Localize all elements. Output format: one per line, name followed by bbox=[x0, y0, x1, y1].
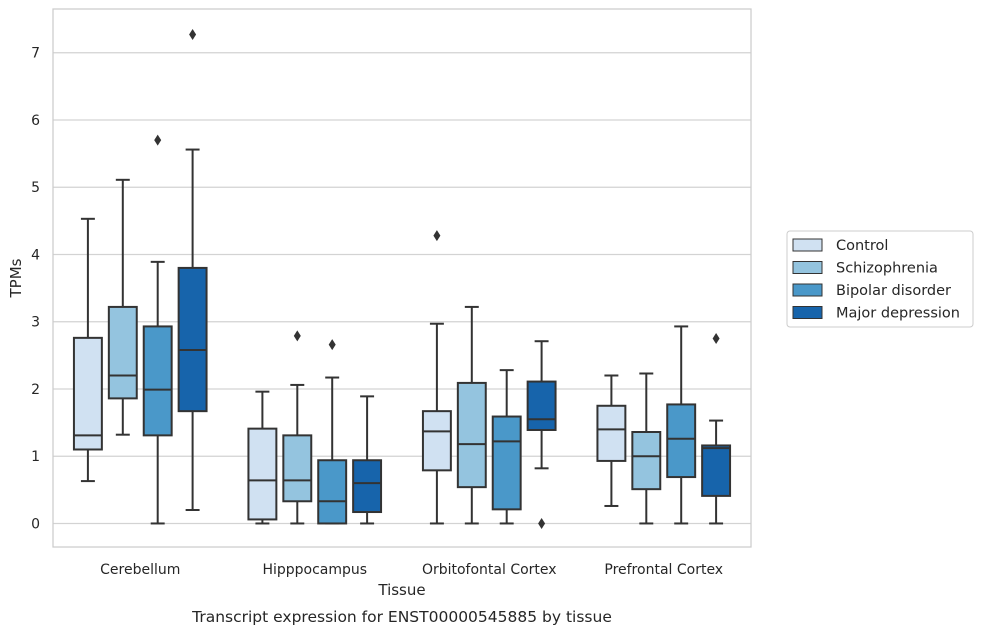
y-tick-label: 7 bbox=[31, 46, 40, 62]
legend: Control Schizophrenia Bipolar disorder Majo… bbox=[786, 230, 974, 328]
box-body bbox=[701, 444, 732, 497]
y-tick-label: 2 bbox=[31, 382, 40, 398]
box bbox=[107, 178, 138, 436]
box-body bbox=[596, 404, 627, 462]
box bbox=[142, 134, 173, 525]
box bbox=[247, 390, 278, 525]
outlier-point bbox=[293, 330, 301, 342]
box-body bbox=[491, 415, 522, 511]
box bbox=[317, 339, 348, 525]
outlier-point bbox=[154, 134, 162, 146]
chart-caption: Transcript expression for ENST0000054588… bbox=[191, 608, 612, 626]
plot-frame bbox=[52, 8, 752, 548]
legend-swatch bbox=[792, 306, 823, 319]
box bbox=[491, 369, 522, 525]
box bbox=[352, 395, 383, 525]
box-series bbox=[72, 29, 732, 529]
box bbox=[596, 374, 627, 507]
legend-swatch bbox=[792, 261, 823, 274]
box bbox=[456, 305, 487, 525]
x-tick-labels: Cerebellum Hipppocampus Orbitofontal Corte… bbox=[100, 562, 723, 578]
box-body bbox=[666, 403, 697, 479]
box-body bbox=[421, 410, 452, 472]
box-body bbox=[107, 305, 138, 400]
box-body bbox=[352, 459, 383, 514]
box bbox=[631, 372, 662, 525]
legend-label: Major depression bbox=[836, 306, 960, 322]
box-body bbox=[631, 431, 662, 491]
legend-label: Bipolar disorder bbox=[836, 283, 951, 299]
box-body bbox=[142, 325, 173, 437]
outlier-point bbox=[433, 230, 441, 242]
box-body bbox=[282, 434, 313, 503]
x-tick-label: Orbitofontal Cortex bbox=[422, 562, 557, 578]
box-body bbox=[317, 459, 348, 525]
box-body bbox=[526, 380, 557, 431]
legend-frame bbox=[786, 230, 974, 328]
outlier-point bbox=[189, 29, 197, 41]
box bbox=[72, 217, 103, 483]
series-control bbox=[72, 217, 627, 525]
legend-label: Control bbox=[836, 238, 888, 254]
outlier-point bbox=[712, 333, 720, 345]
y-tick-label: 4 bbox=[31, 247, 40, 263]
y-tick-labels: 0 1 2 3 4 5 6 7 bbox=[31, 46, 40, 533]
box bbox=[177, 29, 208, 512]
box bbox=[701, 333, 732, 525]
box-body bbox=[72, 336, 103, 451]
outlier-point bbox=[538, 517, 546, 529]
box bbox=[421, 230, 452, 525]
box bbox=[282, 330, 313, 525]
legend-swatch bbox=[792, 283, 823, 297]
legend-swatch bbox=[792, 238, 823, 252]
y-axis-label: TPMs bbox=[7, 258, 25, 298]
box-body bbox=[247, 427, 278, 521]
series-major-depression bbox=[177, 29, 732, 529]
y-tick-label: 5 bbox=[31, 180, 40, 196]
series-bipolar-disorder bbox=[142, 134, 697, 525]
box-body bbox=[177, 266, 208, 413]
y-tick-label: 3 bbox=[31, 315, 40, 331]
box bbox=[526, 340, 557, 529]
series-schizophrenia bbox=[107, 178, 662, 525]
box bbox=[666, 325, 697, 525]
x-tick-label: Cerebellum bbox=[100, 562, 180, 578]
x-tick-label: Prefrontal Cortex bbox=[604, 562, 723, 578]
y-tick-label: 1 bbox=[31, 449, 40, 465]
outlier-point bbox=[328, 339, 336, 351]
x-tick-label: Hipppocampus bbox=[262, 562, 367, 578]
box-body bbox=[456, 381, 487, 489]
x-axis-label: Tissue bbox=[377, 581, 425, 599]
y-tick-label: 6 bbox=[31, 113, 40, 129]
y-tick-label: 0 bbox=[31, 516, 40, 532]
legend-label: Schizophrenia bbox=[836, 261, 938, 277]
